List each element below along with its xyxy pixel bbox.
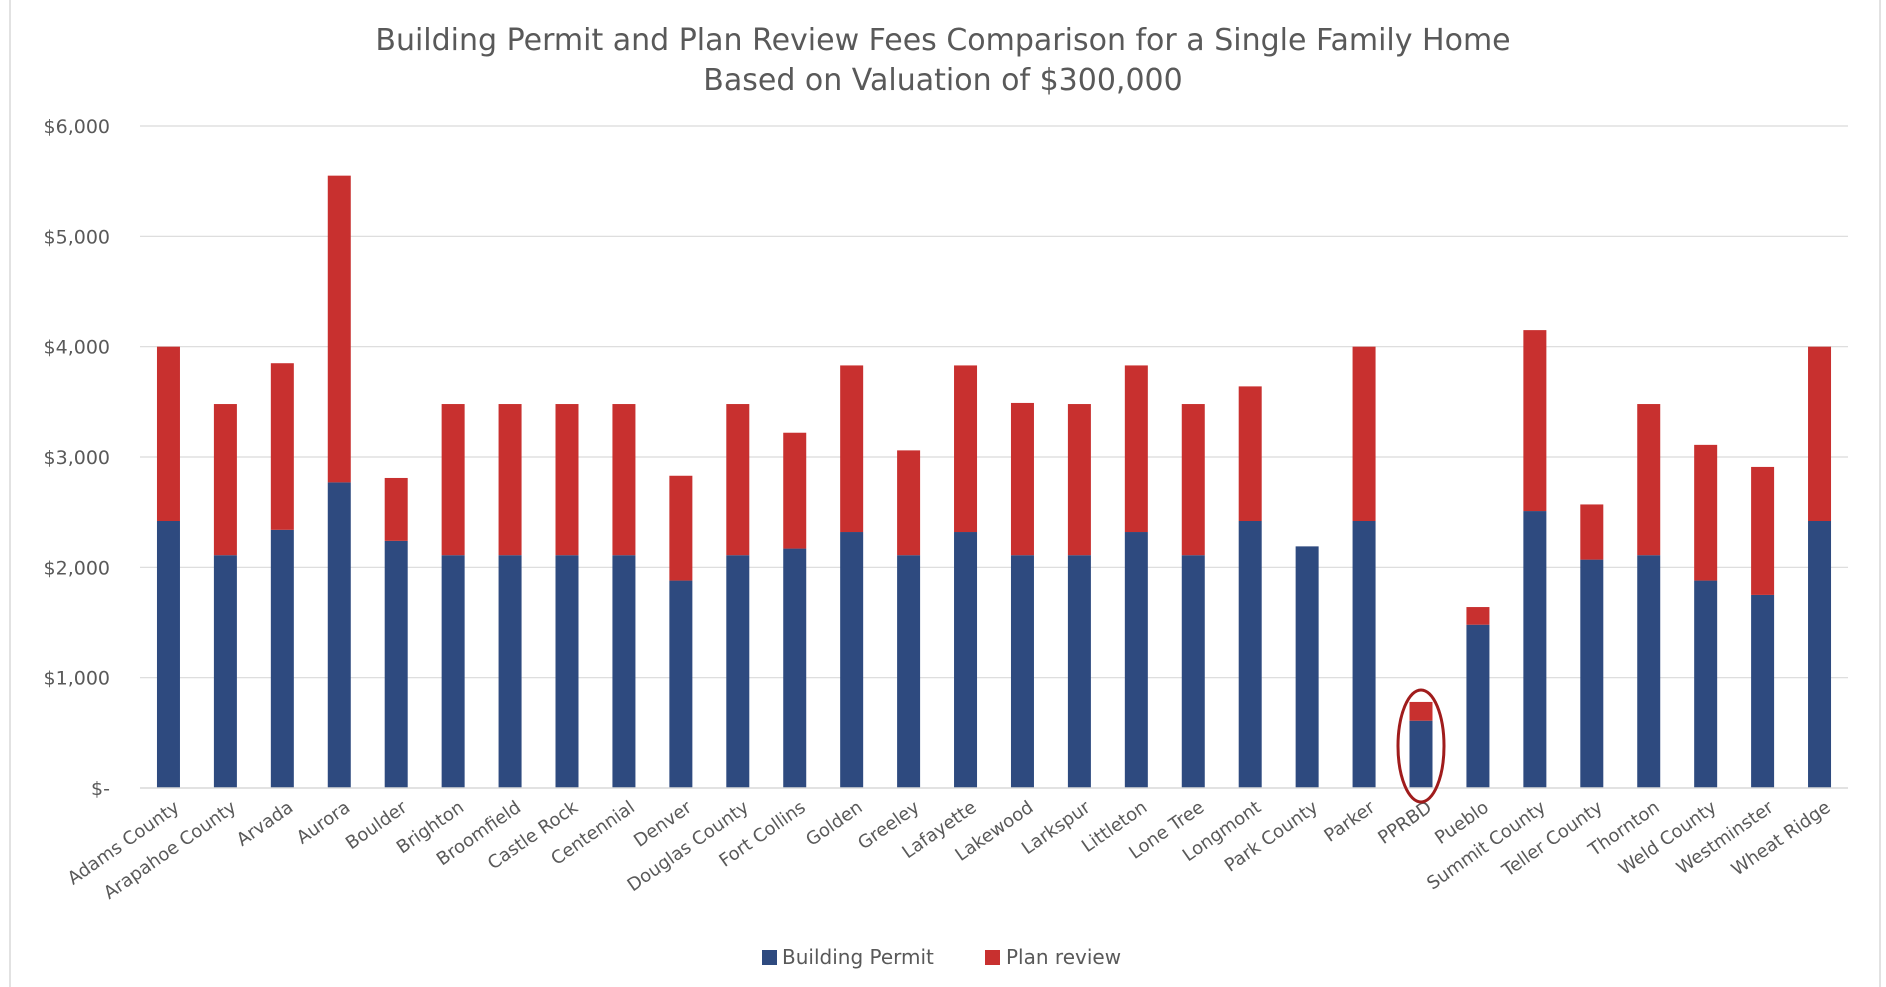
legend-label-building-permit: Building Permit (782, 945, 934, 969)
bar-plan-review-broomfield (498, 404, 522, 556)
bar-building-permit-pueblo (1466, 624, 1490, 788)
bar-building-permit-fort-collins (783, 548, 807, 788)
annotations (1396, 688, 1446, 804)
bar-building-permit-centennial (612, 555, 636, 788)
bar-plan-review-teller-county (1580, 504, 1604, 560)
bar-building-permit-lone-tree (1181, 555, 1205, 788)
bar-plan-review-castle-rock (555, 404, 579, 556)
bar-building-permit-golden (840, 532, 864, 788)
bar-plan-review-lafayette (954, 365, 978, 533)
bar-plan-review-wheat-ridge (1808, 346, 1832, 521)
bar-plan-review-longmont (1238, 386, 1262, 521)
bar-plan-review-lakewood (1010, 402, 1034, 556)
bar-building-permit-douglas-county (726, 555, 750, 788)
bar-plan-review-pueblo (1466, 607, 1490, 625)
bars (156, 175, 1832, 788)
y-tick-label: $6,000 (44, 116, 110, 138)
bar-building-permit-wheat-ridge (1808, 520, 1832, 788)
bar-plan-review-larkspur (1067, 404, 1091, 556)
bar-building-permit-aurora (327, 482, 351, 788)
bar-building-permit-brighton (441, 555, 465, 788)
bar-building-permit-lakewood (1010, 555, 1034, 788)
bar-building-permit-westminster (1751, 594, 1775, 788)
bar-building-permit-weld-county (1694, 580, 1718, 788)
bar-building-permit-broomfield (498, 555, 522, 788)
bar-plan-review-aurora (327, 175, 351, 483)
legend-swatch-plan-review (985, 950, 1000, 965)
bar-plan-review-lone-tree (1181, 404, 1205, 556)
bar-plan-review-pprbd (1409, 701, 1433, 721)
bar-building-permit-summit-county (1523, 511, 1547, 788)
bar-plan-review-centennial (612, 404, 636, 556)
bar-plan-review-westminster (1751, 466, 1775, 595)
bar-plan-review-parker (1352, 346, 1376, 521)
y-tick-label: $- (91, 778, 110, 800)
bar-plan-review-thornton (1637, 404, 1661, 556)
bar-plan-review-arvada (270, 363, 294, 530)
bar-plan-review-arapahoe-county (213, 404, 237, 556)
gridlines (140, 125, 1848, 679)
bar-building-permit-larkspur (1067, 555, 1091, 788)
legend-label-plan-review: Plan review (1006, 945, 1121, 969)
y-tick-label: $3,000 (44, 447, 110, 469)
bar-building-permit-adams-county (156, 520, 180, 788)
bar-plan-review-boulder (384, 477, 408, 541)
bar-plan-review-adams-county (156, 346, 180, 521)
highlight-ellipse-pprbd (1396, 688, 1446, 804)
bar-building-permit-pprbd (1409, 720, 1433, 788)
y-axis-tick-labels: $- $1,000 $2,000 $3,000 $4,000 $5,000 $6,000 (44, 116, 110, 800)
y-tick-label: $5,000 (44, 226, 110, 248)
bar-plan-review-summit-county (1523, 330, 1547, 512)
bar-building-permit-greeley (897, 555, 921, 788)
y-tick-label: $1,000 (44, 668, 110, 690)
y-tick-label: $2,000 (44, 557, 110, 579)
bar-plan-review-littleton (1124, 365, 1148, 533)
bar-building-permit-castle-rock (555, 555, 579, 788)
bar-building-permit-arvada (270, 529, 294, 788)
bar-plan-review-greeley (897, 450, 921, 556)
legend-swatch-building-permit (762, 950, 777, 965)
bar-plan-review-denver (669, 475, 693, 581)
bar-building-permit-denver (669, 580, 693, 788)
bar-plan-review-golden (840, 365, 864, 533)
bar-building-permit-park-county (1295, 546, 1319, 788)
bar-building-permit-littleton (1124, 532, 1148, 788)
legend: Building Permit Plan review (762, 945, 1121, 969)
bar-plan-review-douglas-county (726, 404, 750, 556)
bar-building-permit-arapahoe-county (213, 555, 237, 788)
y-tick-label: $4,000 (44, 337, 110, 359)
bar-building-permit-lafayette (954, 532, 978, 788)
bar-building-permit-boulder (384, 540, 408, 788)
bar-building-permit-teller-county (1580, 559, 1604, 788)
bar-plan-review-brighton (441, 404, 465, 556)
chart-subtitle: Based on Valuation of $300,000 (703, 63, 1182, 98)
chart-title: Building Permit and Plan Review Fees Com… (375, 23, 1510, 58)
bar-building-permit-thornton (1637, 555, 1661, 788)
bar-building-permit-longmont (1238, 520, 1262, 788)
bar-building-permit-parker (1352, 520, 1376, 788)
bar-plan-review-fort-collins (783, 432, 807, 549)
bar-plan-review-weld-county (1694, 444, 1718, 581)
